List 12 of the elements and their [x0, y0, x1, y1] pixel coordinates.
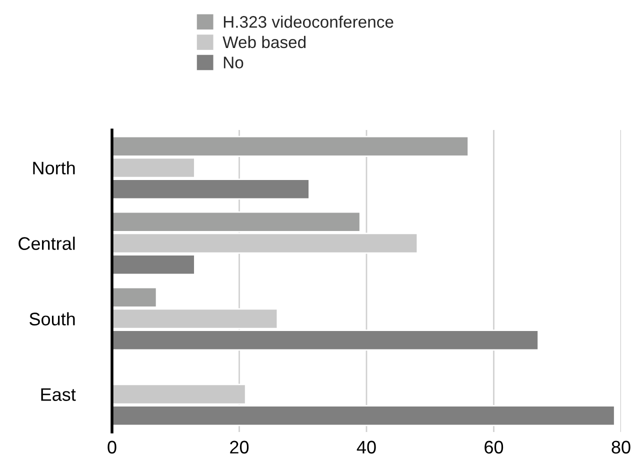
- legend-label: H.323 videoconference: [224, 16, 394, 28]
- x-tick-label: 60: [484, 440, 504, 454]
- y-tick-label: South: [30, 312, 75, 326]
- y-tick-label: East: [41, 388, 76, 401]
- x-tick-label: 40: [356, 440, 376, 454]
- legend-label: No: [224, 56, 244, 68]
- legend-label: Web based: [222, 36, 306, 48]
- x-tick-label: 80: [612, 440, 630, 454]
- y-tick-label: Central: [18, 236, 75, 250]
- x-tick-label: 0: [108, 440, 116, 454]
- x-tick-label: 20: [230, 440, 249, 454]
- y-tick-label: North: [33, 161, 75, 174]
